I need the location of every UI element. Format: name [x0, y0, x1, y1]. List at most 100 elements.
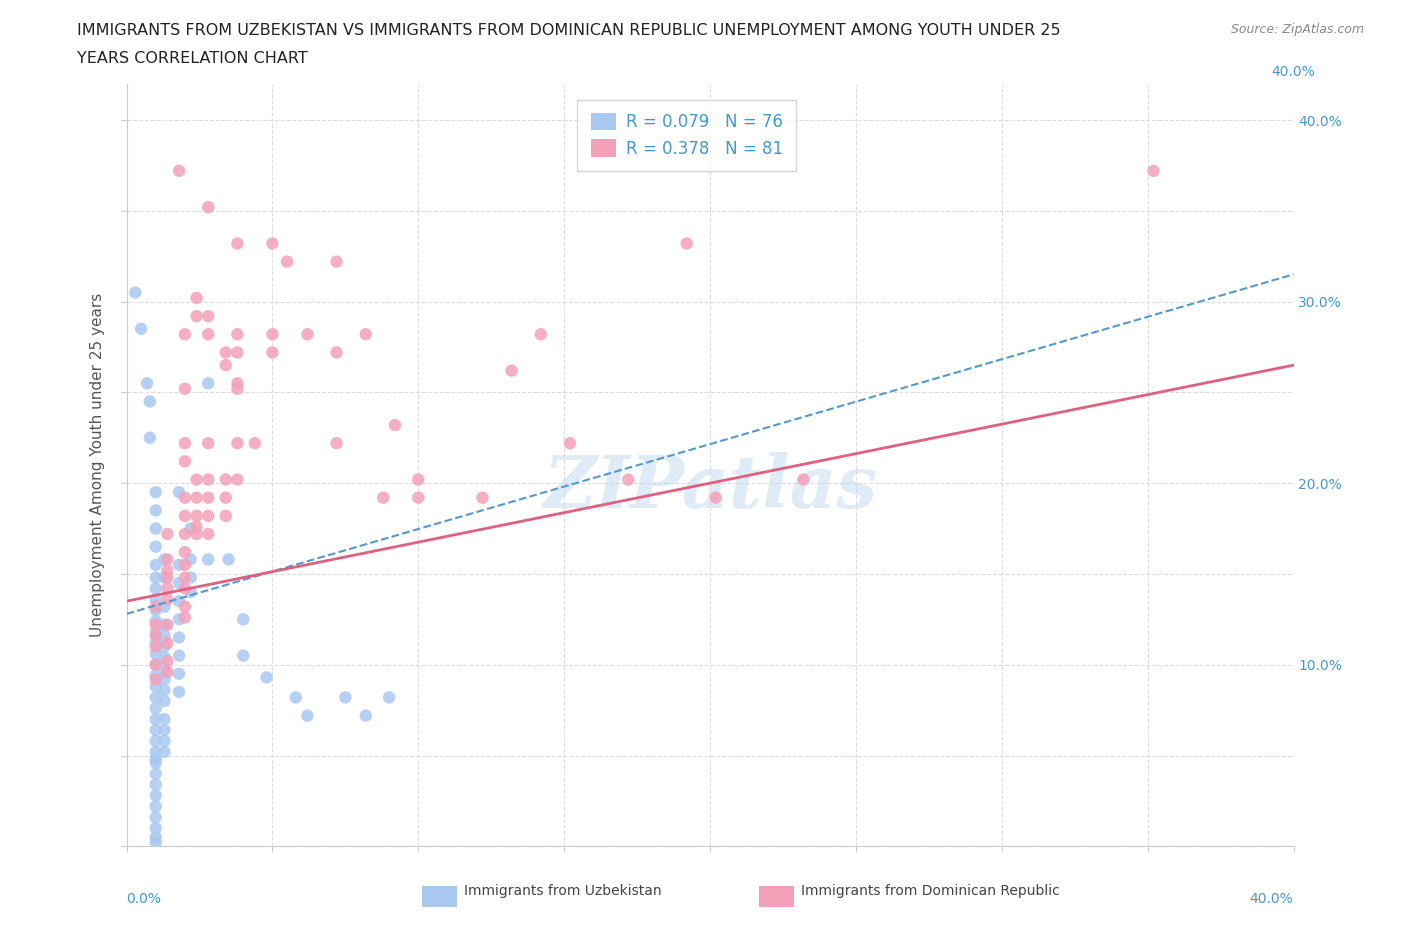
Point	[197, 509, 219, 524]
Point	[156, 635, 179, 650]
Point	[226, 345, 249, 360]
Point	[124, 286, 146, 300]
Point	[167, 576, 190, 591]
Point	[145, 777, 167, 792]
Point	[153, 650, 176, 665]
Legend: R = 0.079   N = 76, R = 0.378   N = 81: R = 0.079 N = 76, R = 0.378 N = 81	[578, 100, 796, 171]
Point	[145, 503, 167, 518]
Text: YEARS CORRELATION CHART: YEARS CORRELATION CHART	[77, 51, 308, 66]
Point	[145, 671, 167, 686]
Point	[139, 394, 162, 409]
Point	[156, 665, 179, 680]
Point	[145, 679, 167, 694]
Point	[297, 326, 319, 341]
Point	[145, 614, 167, 629]
Point	[145, 766, 167, 781]
Point	[145, 830, 167, 844]
Point	[167, 164, 190, 179]
Point	[197, 309, 219, 324]
Point	[153, 599, 176, 614]
Point	[354, 708, 377, 723]
Point	[215, 509, 238, 524]
Point	[145, 557, 167, 572]
Point	[325, 436, 347, 451]
Point	[232, 612, 254, 627]
Point	[218, 552, 240, 567]
Point	[145, 744, 167, 759]
Point	[145, 603, 167, 618]
Point	[167, 648, 190, 663]
Point	[174, 610, 197, 625]
Point	[145, 755, 167, 770]
Point	[215, 345, 238, 360]
Point	[129, 322, 152, 337]
Point	[156, 618, 179, 632]
Point	[558, 436, 581, 451]
Point	[153, 711, 176, 726]
Point	[174, 570, 197, 585]
Point	[197, 436, 219, 451]
Point	[262, 326, 284, 341]
Point	[145, 711, 167, 726]
Text: IMMIGRANTS FROM UZBEKISTAN VS IMMIGRANTS FROM DOMINICAN REPUBLIC UNEMPLOYMENT AM: IMMIGRANTS FROM UZBEKISTAN VS IMMIGRANTS…	[77, 23, 1062, 38]
Point	[215, 490, 238, 505]
Point	[226, 436, 249, 451]
Text: Immigrants from Dominican Republic: Immigrants from Dominican Republic	[801, 884, 1060, 898]
Point	[325, 254, 347, 269]
Point	[145, 539, 167, 554]
Point	[174, 326, 197, 341]
Point	[256, 670, 278, 684]
Point	[145, 639, 167, 654]
Text: Source: ZipAtlas.com: Source: ZipAtlas.com	[1230, 23, 1364, 36]
Point	[145, 625, 167, 640]
Point	[153, 683, 176, 698]
Point	[153, 744, 176, 759]
Point	[156, 552, 179, 567]
Point	[408, 490, 430, 505]
Point	[373, 490, 395, 505]
Point	[174, 381, 197, 396]
Point	[145, 658, 167, 672]
Point	[197, 200, 219, 215]
Point	[145, 599, 167, 614]
Point	[167, 485, 190, 499]
Point	[153, 629, 176, 644]
Point	[174, 454, 197, 469]
Point	[335, 690, 357, 705]
Point	[186, 290, 208, 305]
Point	[197, 526, 219, 541]
Point	[145, 820, 167, 835]
Point	[156, 563, 179, 578]
Point	[186, 309, 208, 324]
Point	[384, 418, 406, 432]
Point	[153, 570, 176, 585]
Point	[167, 612, 190, 627]
Point	[156, 591, 179, 606]
Point	[243, 436, 266, 451]
Point	[226, 472, 249, 487]
Point	[145, 635, 167, 650]
Point	[145, 521, 167, 536]
Point	[180, 552, 202, 567]
Point	[704, 490, 727, 505]
Point	[197, 376, 219, 391]
Point	[186, 526, 208, 541]
Point	[153, 694, 176, 709]
Point	[174, 581, 197, 596]
Point	[174, 599, 197, 614]
Point	[145, 646, 167, 661]
Point	[167, 593, 190, 608]
Point	[186, 472, 208, 487]
Point	[145, 835, 167, 850]
Point	[276, 254, 298, 269]
Point	[180, 585, 202, 600]
Point	[145, 799, 167, 814]
Point	[153, 734, 176, 749]
Point	[145, 751, 167, 766]
Point	[145, 690, 167, 705]
Point	[174, 490, 197, 505]
Point	[226, 236, 249, 251]
Point	[174, 557, 197, 572]
Point	[174, 436, 197, 451]
Point	[297, 708, 319, 723]
